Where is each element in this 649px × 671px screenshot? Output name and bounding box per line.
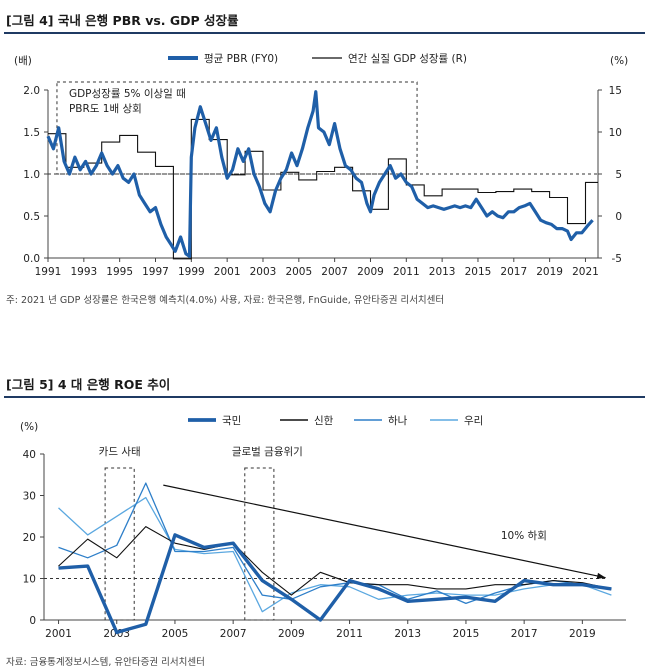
- figure2-title: [그림 5] 4 대 은행 ROE 추이: [6, 377, 171, 392]
- x-tick-label: 2015: [453, 628, 480, 640]
- y-tick-label: 20: [23, 532, 36, 544]
- x-tick-label: 2009: [278, 628, 305, 640]
- y2-tick-label: 0: [615, 211, 622, 223]
- x-tick-label: 1995: [106, 266, 133, 278]
- figure1-note: 주: 2021 년 GDP 성장률은 한국은행 예측치(4.0%) 사용, 자료…: [6, 295, 445, 306]
- x-tick-label: 1997: [142, 266, 169, 278]
- y-tick-label: 0: [29, 615, 36, 627]
- y-tick-label: 1.0: [23, 169, 40, 181]
- y2-tick-label: -5: [612, 253, 622, 265]
- annotation-card-crisis: 카드 사태: [99, 446, 141, 458]
- x-tick-label: 2001: [45, 628, 72, 640]
- x-tick-label: 2007: [220, 628, 247, 640]
- x-tick-label: 2019: [536, 266, 563, 278]
- legend-shinhan-label: 신한: [314, 415, 334, 427]
- x-tick-label: 2005: [285, 266, 312, 278]
- y2-tick-label: 15: [609, 85, 622, 97]
- annotation-line-1: GDP성장률 5% 이상일 때: [69, 87, 186, 100]
- annotation-box: [56, 81, 418, 175]
- annotation-below-10pct: 10% 하회: [501, 529, 547, 542]
- x-tick-label: 2017: [511, 628, 538, 640]
- y-tick-label: 1.5: [23, 127, 40, 139]
- x-tick-label: 2001: [214, 266, 241, 278]
- legend-woori-label: 우리: [464, 415, 483, 427]
- card-crisis-box: [104, 467, 135, 621]
- financial-crisis-box: [244, 467, 275, 621]
- x-tick-label: 2021: [572, 266, 599, 278]
- legend-kookmin-label: 국민: [222, 415, 241, 427]
- x-tick-label: 1991: [35, 266, 62, 278]
- y-axis-label: (%): [20, 421, 38, 433]
- series-gdp-growth-line: [48, 118, 598, 260]
- x-tick-label: 2011: [336, 628, 363, 640]
- x-tick-label: 1999: [178, 266, 205, 278]
- x-tick-label: 2013: [429, 266, 456, 278]
- legend-pbr-label: 평균 PBR (FY0): [204, 53, 278, 65]
- legend-hana-label: 하나: [388, 414, 408, 427]
- y2-axis-label: (%): [610, 55, 628, 67]
- x-tick-label: 2009: [357, 266, 384, 278]
- x-tick-label: 2017: [500, 266, 527, 278]
- y-tick-label: 10: [23, 574, 36, 586]
- y-tick-label: 40: [23, 449, 36, 461]
- y-tick-label: 30: [23, 491, 36, 503]
- x-tick-label: 2013: [394, 628, 421, 640]
- figure2-title-rule: [4, 396, 645, 398]
- series-woori-line: [58, 496, 612, 613]
- y2-tick-label: 5: [615, 169, 622, 181]
- x-tick-label: 1993: [70, 266, 97, 278]
- series-pbr-line: [46, 90, 594, 258]
- x-tick-label: 2007: [321, 266, 348, 278]
- series-kookmin-line: [58, 533, 612, 635]
- annotation-line-2: PBR도 1배 상회: [69, 103, 142, 115]
- legend-gdp-label: 연간 실질 GDP 성장률 (R): [348, 53, 467, 65]
- x-tick-label: 2019: [569, 628, 596, 640]
- x-tick-label: 2015: [465, 266, 492, 278]
- y2-tick-label: 10: [609, 127, 622, 139]
- x-tick-label: 2003: [250, 266, 277, 278]
- pbr-gdp-chart: 0.0 0.5 1.0 1.5 2.0 -5 0 5 10 15 1991 1993 1995 1997 1…: [14, 53, 628, 278]
- figure1-title-rule: [4, 32, 645, 34]
- figure2-note: 자료: 금융통계정보시스템, 유안타증권 리서치센터: [6, 657, 205, 668]
- x-tick-label: 2011: [393, 266, 420, 278]
- x-tick-label: 2005: [162, 628, 189, 640]
- decline-trend-arrowhead: [596, 572, 606, 579]
- decline-trend-arrow: [163, 484, 606, 579]
- annotation-financial-crisis: 글로벌 금융위기: [232, 445, 303, 458]
- y-tick-label: 2.0: [23, 85, 40, 97]
- y-tick-label: 0.0: [23, 253, 40, 265]
- y-axis-label: (배): [14, 55, 32, 67]
- y-tick-label: 0.5: [23, 211, 40, 223]
- figure1-title: [그림 4] 국내 은행 PBR vs. GDP 성장률: [6, 13, 239, 28]
